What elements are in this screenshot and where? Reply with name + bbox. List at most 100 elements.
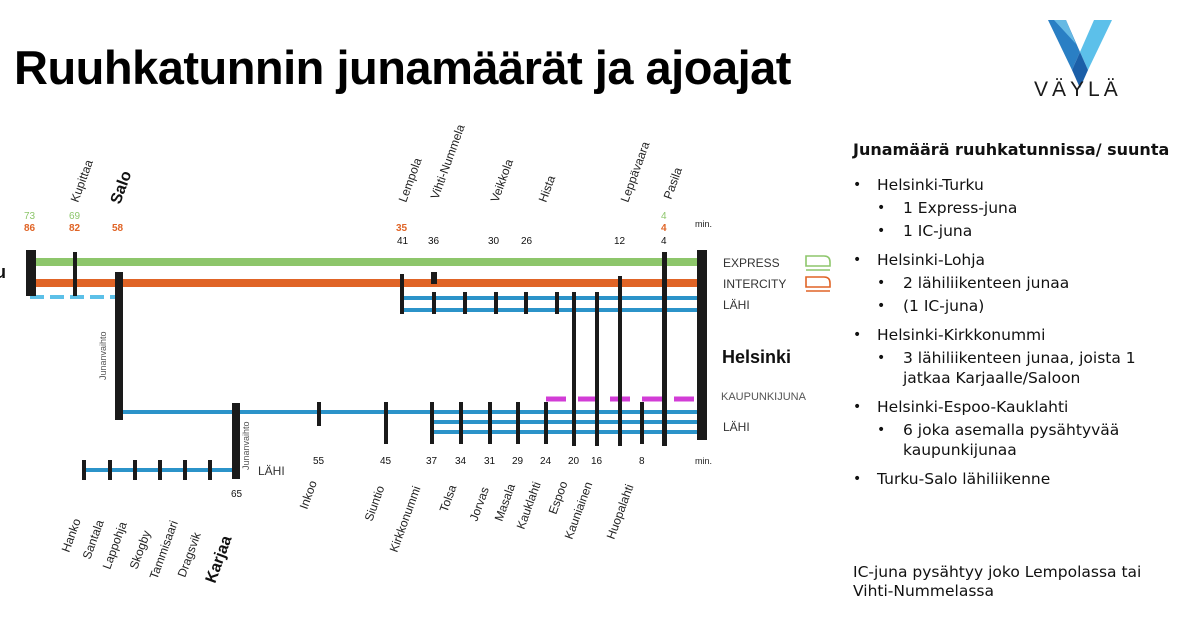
lahi-label-bottom: LÄHI [723, 420, 750, 434]
turku-cut-label: u [0, 262, 6, 282]
route-sublist: 3 lähiliikenteen junaa, joista 1 jatkaa … [877, 348, 1173, 388]
info-panel: Junamäärä ruuhkatunnissa/ suunta Helsink… [853, 140, 1173, 498]
station-tick-tammisaari [183, 460, 187, 480]
route-item: Turku-Salo lähiliikenne [853, 468, 1173, 490]
info-note: IC-juna pysähtyy joko Lempolassa tai Vih… [853, 563, 1142, 600]
station-tick-jorvas [488, 402, 492, 444]
station-tick-kirkkonummi [430, 402, 434, 444]
lahi-line-1 [402, 296, 700, 300]
route-list: Helsinki-Turku 1 Express-juna 1 IC-juna … [853, 174, 1173, 490]
station-tick-vihti-top [431, 272, 437, 284]
junanvaihto-bar-salo [115, 272, 123, 420]
route-name: Helsinki-Espoo-Kauklahti [877, 398, 1069, 416]
station-tick-espoo [572, 292, 576, 446]
junanvaihto-bar-karjaa [232, 403, 240, 479]
station-label-tolsa: Tolsa [437, 483, 460, 514]
station-tick-b [555, 292, 559, 314]
station-tick-pasila [662, 252, 667, 446]
espoo-time: 20 [568, 456, 580, 467]
station-tick-kupittaa [73, 252, 77, 296]
route-name: Helsinki-Kirkkonummi [877, 326, 1046, 344]
intercity-line [30, 279, 700, 287]
station-label-pasila: Pasila [661, 165, 685, 201]
intercity-label: INTERCITY [723, 277, 786, 291]
route-subitem: 1 IC-juna [877, 221, 1173, 241]
jorvas-time: 31 [484, 456, 496, 467]
lahi-lower-line-1 [118, 410, 700, 414]
kaupunkijuna-label: KAUPUNKIJUNA [721, 391, 807, 403]
station-label-veikkola: Veikkola [488, 157, 517, 204]
kupittaa-express-time: 69 [69, 211, 81, 222]
inkoo-time: 55 [313, 456, 325, 467]
logo-text: VÄYLÄ [1034, 78, 1122, 101]
station-label-karjaa: Karjaa [203, 533, 236, 585]
lempola-time: 41 [397, 236, 409, 247]
leppavaara-time: 12 [614, 236, 626, 247]
turku-express-time: 73 [24, 211, 36, 222]
station-label-kupittaa: Kupittaa [68, 158, 96, 204]
kauniainen-time: 16 [591, 456, 603, 467]
page-title: Ruuhkatunnin junamäärät ja ajoajat [14, 41, 791, 94]
station-tick-veikkola [494, 292, 498, 314]
rail-network-map: u 73 86 69 82 Kupittaa 58 Salo 35 41 Lem… [0, 122, 831, 585]
station-label-santala: Santala [80, 518, 107, 561]
helsinki-label: Helsinki [722, 347, 791, 367]
station-tick-leppavaara [618, 276, 622, 446]
min-label-top: min. [695, 219, 712, 229]
kauklahti-time: 24 [540, 456, 552, 467]
station-label-hista: Hista [536, 173, 559, 204]
station-tick-kauniainen [595, 292, 599, 446]
express-train-icon [805, 255, 831, 271]
lahi-lower-line-2 [432, 420, 700, 424]
station-label-siuntio: Siuntio [362, 483, 388, 523]
station-tick-skogby [158, 460, 162, 480]
station-label-masala: Masala [492, 482, 518, 523]
vayla-logo-icon [1048, 20, 1112, 88]
station-label-espoo: Espoo [546, 479, 571, 516]
lahi-label-karjaa: LÄHI [258, 464, 285, 478]
lahi-lower-line-3 [432, 430, 700, 434]
pasila-express-time: 4 [661, 211, 667, 222]
station-label-salo: Salo [108, 169, 136, 207]
route-subitem: 2 lähiliikenteen junaa [877, 273, 1173, 293]
tolsa-time: 34 [455, 456, 467, 467]
station-tick-extra [463, 292, 467, 314]
station-label-lempola: Lempola [396, 156, 425, 204]
station-tick-vihti [432, 292, 436, 314]
route-sublist: 2 lähiliikenteen junaa (1 IC-juna) [877, 273, 1173, 316]
station-tick-kauklahti [544, 402, 548, 444]
route-sublist: 1 Express-juna 1 IC-juna [877, 198, 1173, 241]
station-tick-huopalahti [640, 402, 644, 444]
station-tick-hanko [82, 460, 86, 480]
station-label-kirkkonummi: Kirkkonummi [387, 484, 424, 554]
station-tick-lempola [400, 274, 404, 314]
station-label-dragsvik: Dragsvik [175, 529, 204, 579]
station-tick-masala [516, 402, 520, 444]
salo-ic-time: 58 [112, 223, 124, 234]
intercity-train-icon [805, 276, 831, 292]
station-tick-dragsvik [208, 460, 212, 480]
express-label: EXPRESS [723, 256, 780, 270]
siuntio-time: 45 [380, 456, 392, 467]
station-tick-tolsa [459, 402, 463, 444]
route-name: Turku-Salo lähiliikenne [877, 470, 1051, 488]
veikkola-time: 30 [488, 236, 500, 247]
station-label-hanko: Hanko [59, 516, 84, 554]
hista-time: 26 [521, 236, 533, 247]
min-label-bottom: min. [695, 456, 712, 466]
route-name: Helsinki-Turku [877, 176, 984, 194]
station-tick-santala [108, 460, 112, 480]
station-label-vihti-nummela: Vihti-Nummela [428, 122, 468, 201]
route-item: Helsinki-Espoo-Kauklahti 6 joka asemalla… [853, 396, 1173, 460]
masala-time: 29 [512, 456, 524, 467]
station-label-huopalahti: Huopalahti [604, 482, 637, 541]
karjaa-time: 65 [231, 489, 243, 500]
junanvaihto-label-salo: Junanvaihto [98, 331, 108, 380]
route-subitem: 6 joka asemalla pysähtyvää kaupunkijunaa [877, 420, 1173, 460]
pasila-time: 4 [661, 236, 667, 247]
station-label-jorvas: Jorvas [467, 485, 492, 523]
route-name: Helsinki-Lohja [877, 251, 986, 269]
junanvaihto-label-karjaa: Junanvaihto [241, 421, 251, 470]
route-item: Helsinki-Turku 1 Express-juna 1 IC-juna [853, 174, 1173, 241]
info-heading: Junamäärä ruuhkatunnissa/ suunta [853, 140, 1170, 159]
